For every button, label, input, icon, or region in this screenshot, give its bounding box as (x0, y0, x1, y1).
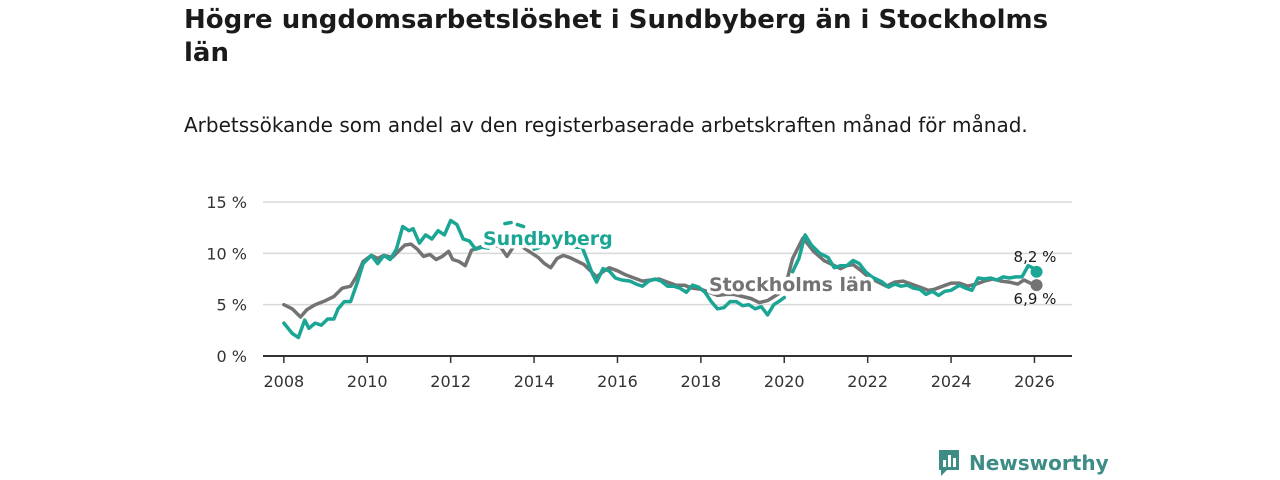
page-title: Högre ungdomsarbetslöshet i Sundbyberg ä… (184, 5, 1049, 68)
series-line-sundbyberg (515, 222, 526, 229)
x-tick-label: 2010 (347, 372, 388, 391)
series-line-sundbyberg (532, 245, 543, 251)
x-tick-label: 2008 (263, 372, 304, 391)
end-label-sundbyberg: 8,2 % (1014, 248, 1057, 266)
endpoint-sundbyberg (1030, 265, 1043, 278)
y-tick-label: 5 % (217, 296, 247, 315)
x-tick-label: 2012 (430, 372, 471, 391)
y-tick-label: 0 % (217, 347, 247, 366)
x-tick-label: 2026 (1014, 372, 1055, 391)
y-tick-label: 10 % (206, 244, 247, 263)
x-tick-label: 2018 (681, 372, 722, 391)
series-label-stockholms-lan: Stockholms län (709, 274, 872, 296)
bar-chart-speech-icon (939, 450, 959, 476)
series-label-sundbyberg: Sundbyberg (483, 228, 613, 250)
y-tick-label: 15 % (206, 193, 247, 212)
series-label-stockholms-lan-halo: Stockholms län (709, 274, 872, 296)
x-tick-label: 2022 (847, 372, 888, 391)
x-tick-label: 2024 (931, 372, 972, 391)
series-line-stockholms-lan (282, 236, 1039, 319)
series-line-sundbyberg (282, 218, 497, 340)
chart-subtitle: Arbetssökande som andel av den registerb… (184, 113, 1028, 137)
endpoint-stockholms-lan (1030, 279, 1043, 292)
series-line-sundbyberg (503, 220, 513, 226)
end-label-stockholms-lan: 6,9 % (1014, 290, 1057, 308)
series-label-sundbyberg-halo: Sundbyberg (483, 228, 613, 250)
x-tick-label: 2020 (764, 372, 805, 391)
x-tick-label: 2016 (597, 372, 638, 391)
brand-name: Newsworthy (969, 451, 1109, 475)
x-tick-label: 2014 (514, 372, 555, 391)
series-line-sundbyberg (790, 233, 1039, 298)
newsworthy-logo: Newsworthy (937, 448, 1109, 478)
series-line-sundbyberg (574, 245, 787, 317)
